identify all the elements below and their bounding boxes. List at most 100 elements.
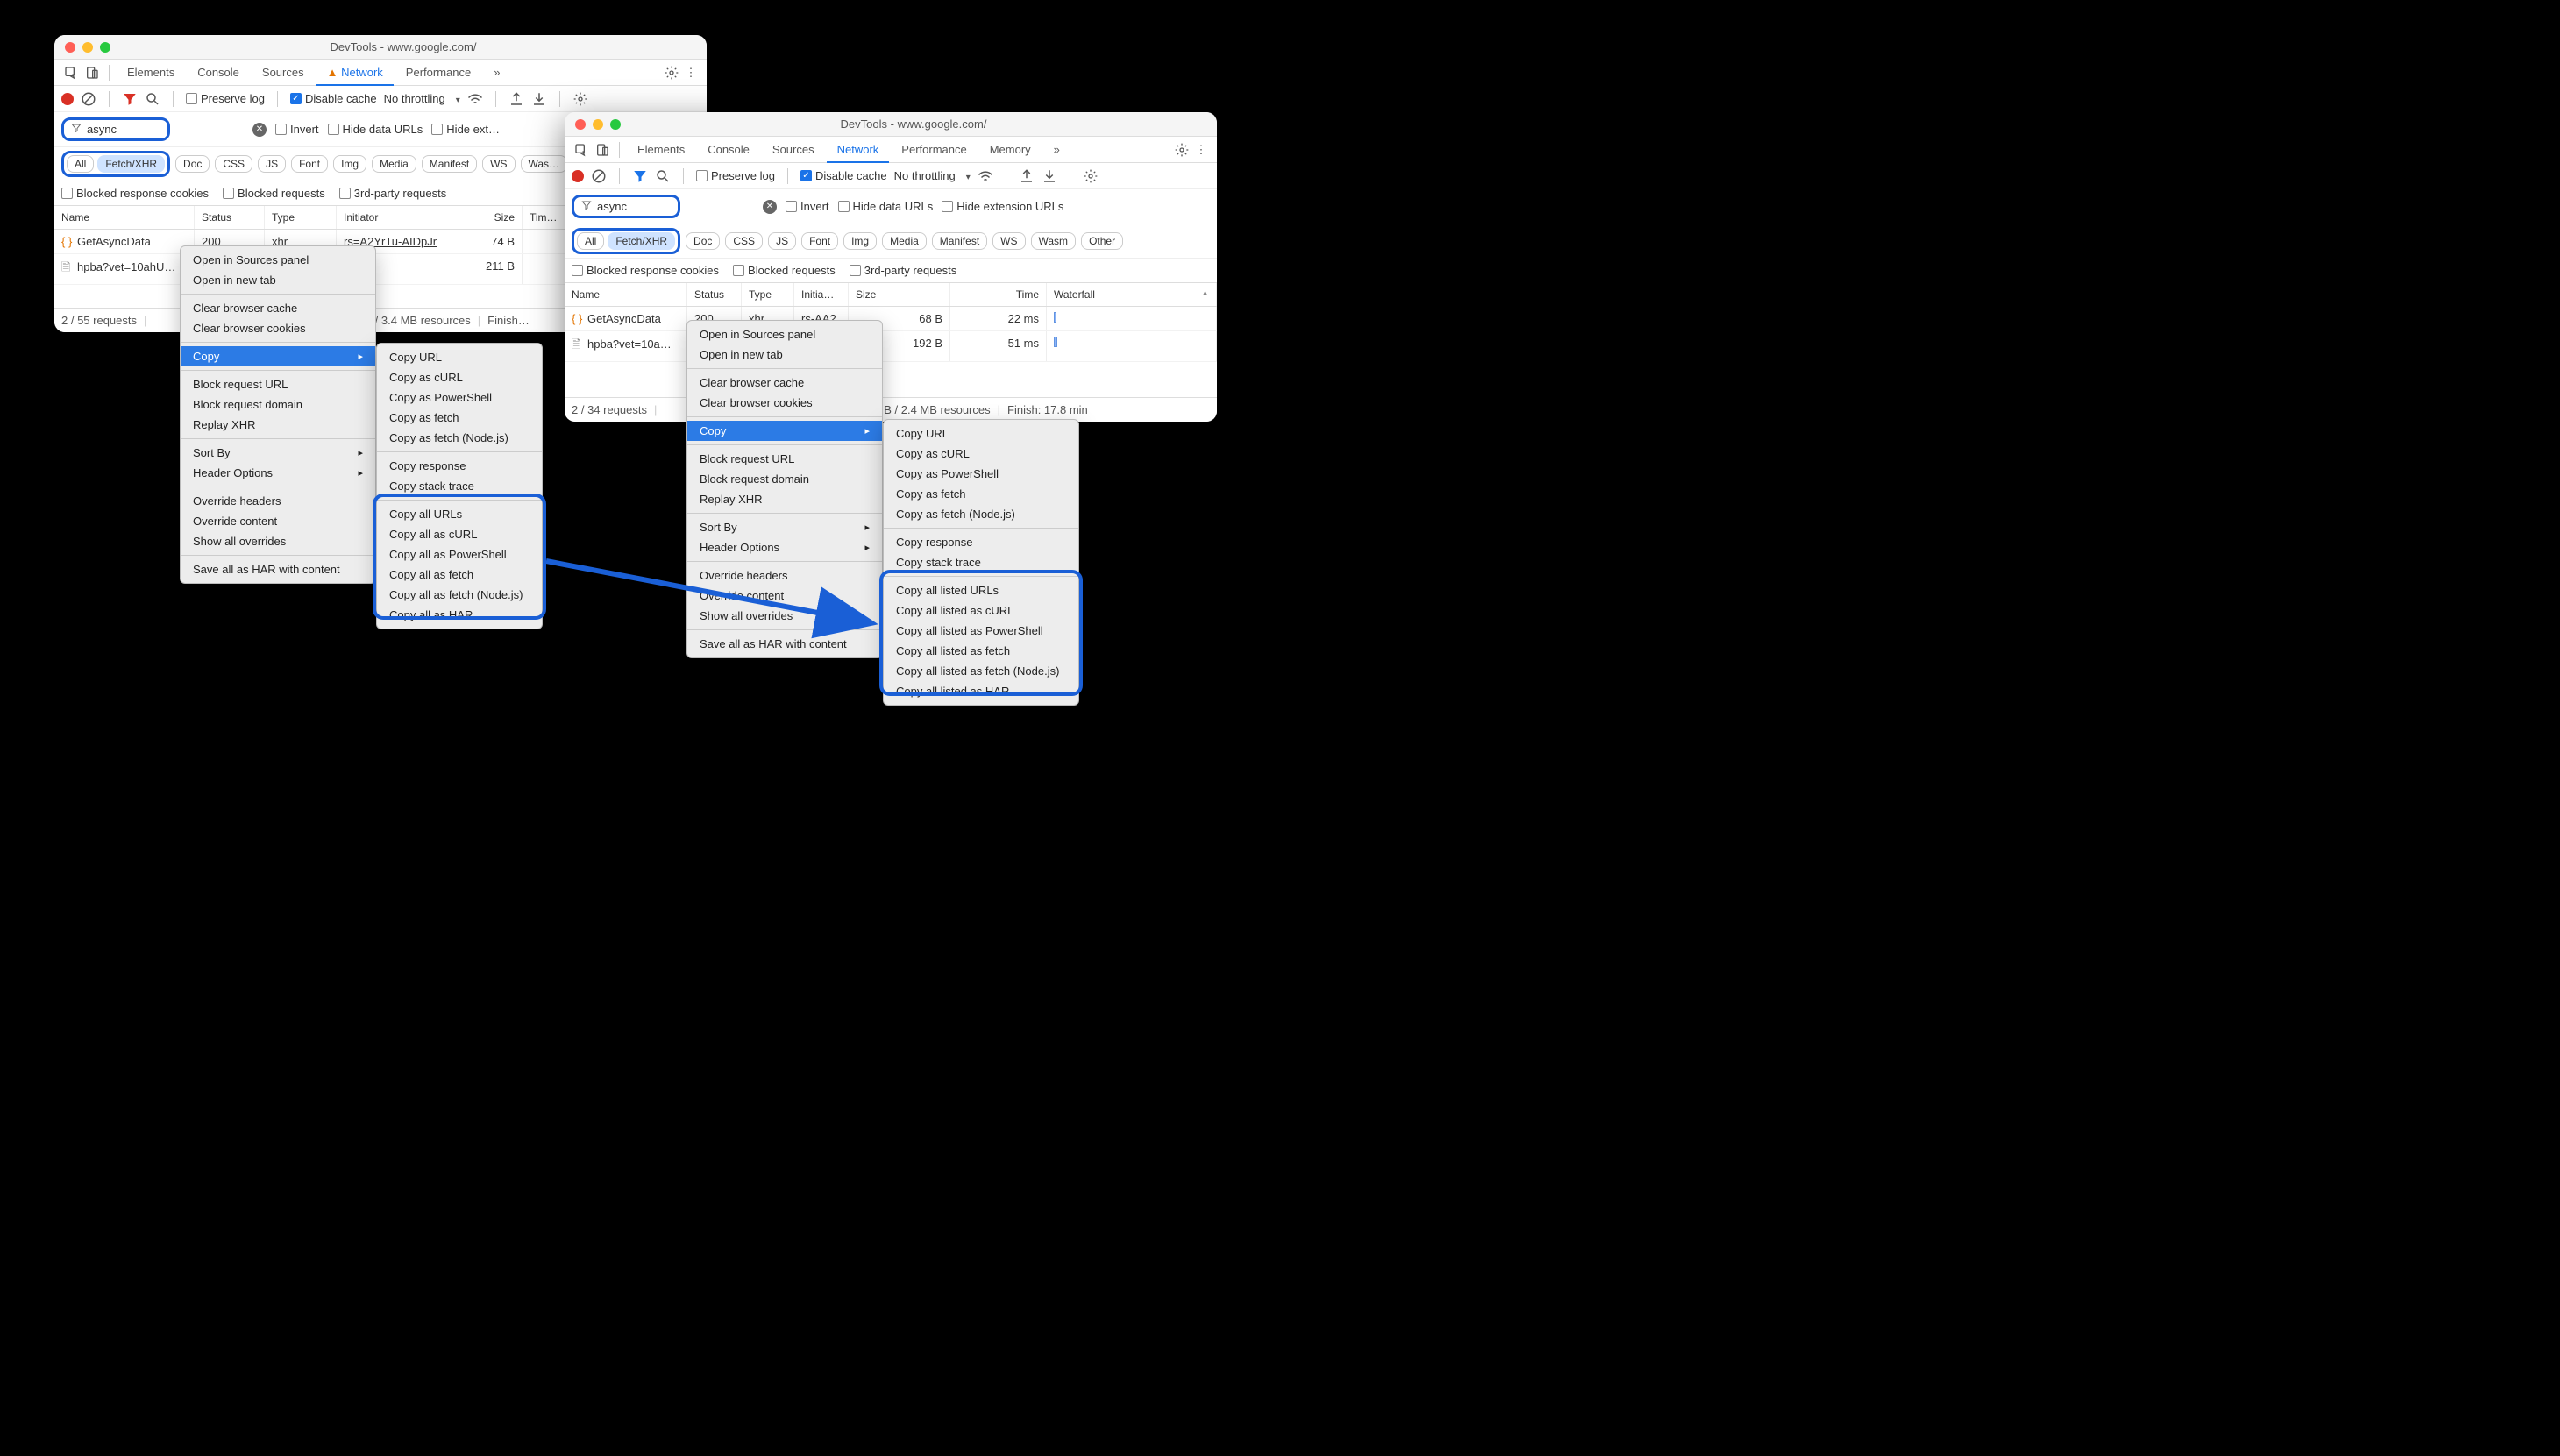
pill-manifest[interactable]: Manifest: [932, 232, 987, 250]
menu-item[interactable]: Block request domain: [181, 394, 375, 415]
device-icon[interactable]: [593, 140, 612, 160]
pill-all[interactable]: All: [67, 155, 94, 173]
menu-item[interactable]: Header Options▸: [181, 463, 375, 483]
menu-item[interactable]: Save all as HAR with content: [687, 634, 882, 654]
menu-item[interactable]: Override headers: [181, 491, 375, 511]
table-row[interactable]: { }GetAsyncData 200 xhr rs-AA2 68 B 22 m…: [565, 307, 1217, 331]
menu-item[interactable]: Override headers: [687, 565, 882, 586]
hide-data-urls-check[interactable]: Hide data URLs: [838, 200, 934, 213]
record-button[interactable]: [572, 170, 584, 182]
submenu-item[interactable]: Copy stack trace: [377, 476, 542, 496]
menu-item[interactable]: Clear browser cache: [181, 298, 375, 318]
pill-fetch-xhr[interactable]: Fetch/XHR: [608, 232, 675, 250]
filter-input[interactable]: async: [61, 117, 170, 141]
menu-item[interactable]: Clear browser cookies: [181, 318, 375, 338]
col-status[interactable]: Status: [195, 206, 265, 229]
pill-all[interactable]: All: [577, 232, 604, 250]
pill-css[interactable]: CSS: [215, 155, 252, 173]
submenu-item[interactable]: Copy URL: [377, 347, 542, 367]
disable-cache-check[interactable]: ✓Disable cache: [290, 92, 377, 105]
close-icon[interactable]: [65, 42, 75, 53]
disable-cache-check[interactable]: ✓Disable cache: [800, 169, 887, 182]
submenu-item[interactable]: Copy as fetch: [884, 484, 1078, 504]
pill-media[interactable]: Media: [882, 232, 927, 250]
menu-item[interactable]: Block request domain: [687, 469, 882, 489]
col-status[interactable]: Status: [687, 283, 742, 306]
menu-item[interactable]: Clear browser cookies: [687, 393, 882, 413]
col-initiator[interactable]: Initiator: [337, 206, 452, 229]
pill-doc[interactable]: Doc: [175, 155, 210, 173]
tab-console[interactable]: Console: [697, 138, 760, 161]
submenu-item[interactable]: Copy as fetch (Node.js): [884, 504, 1078, 524]
submenu-item[interactable]: Copy as PowerShell: [377, 387, 542, 408]
blocked-cookies-check[interactable]: Blocked response cookies: [61, 187, 209, 200]
menu-item[interactable]: Open in new tab: [181, 270, 375, 290]
menu-item[interactable]: Open in Sources panel: [687, 324, 882, 344]
menu-item[interactable]: Copy▸: [181, 346, 375, 366]
pill-other[interactable]: Other: [1081, 232, 1123, 250]
invert-check[interactable]: Invert: [275, 123, 319, 136]
tab-network[interactable]: Network: [827, 138, 890, 163]
menu-item[interactable]: Override content: [687, 586, 882, 606]
submenu-item[interactable]: Copy all as fetch: [377, 565, 542, 585]
pill-js[interactable]: JS: [258, 155, 286, 173]
col-name[interactable]: Name: [54, 206, 195, 229]
kebab-menu-icon[interactable]: ⋮: [1192, 143, 1210, 157]
menu-item[interactable]: Show all overrides: [687, 606, 882, 626]
throttling-select[interactable]: No throttling: [384, 92, 460, 105]
menu-item[interactable]: Replay XHR: [181, 415, 375, 435]
maximize-icon[interactable]: [610, 119, 621, 130]
submenu-item[interactable]: Copy as PowerShell: [884, 464, 1078, 484]
submenu-item[interactable]: Copy response: [377, 456, 542, 476]
clear-icon[interactable]: [591, 168, 607, 184]
network-settings-icon[interactable]: [572, 91, 588, 107]
pill-css[interactable]: CSS: [725, 232, 763, 250]
menu-item[interactable]: Sort By▸: [687, 517, 882, 537]
clear-icon[interactable]: [81, 91, 96, 107]
clear-filter-icon[interactable]: ✕: [763, 200, 777, 214]
settings-icon[interactable]: [1173, 143, 1191, 157]
maximize-icon[interactable]: [100, 42, 110, 53]
menu-item[interactable]: Sort By▸: [181, 443, 375, 463]
tab-console[interactable]: Console: [187, 60, 250, 84]
table-row[interactable]: 🗎hpba?vet=10a… 192 B 51 ms: [565, 331, 1217, 362]
menu-item[interactable]: Open in new tab: [687, 344, 882, 365]
record-button[interactable]: [61, 93, 74, 105]
tab-overflow[interactable]: »: [1043, 138, 1070, 161]
throttling-select[interactable]: No throttling: [894, 169, 971, 182]
submenu-item[interactable]: Copy all listed as HAR: [884, 681, 1078, 701]
third-party-check[interactable]: 3rd-party requests: [339, 187, 447, 200]
tab-network[interactable]: ▲ Network: [316, 60, 394, 86]
tab-elements[interactable]: Elements: [627, 138, 695, 161]
close-icon[interactable]: [575, 119, 586, 130]
col-type[interactable]: Type: [742, 283, 794, 306]
inspect-icon[interactable]: [572, 140, 591, 160]
submenu-item[interactable]: Copy as cURL: [884, 444, 1078, 464]
submenu-item[interactable]: Copy stack trace: [884, 552, 1078, 572]
submenu-item[interactable]: Copy all listed as fetch: [884, 641, 1078, 661]
inspect-icon[interactable]: [61, 63, 81, 82]
menu-item[interactable]: Block request URL: [181, 374, 375, 394]
pill-fetch-xhr[interactable]: Fetch/XHR: [97, 155, 165, 173]
filter-funnel-icon[interactable]: [122, 91, 138, 107]
upload-icon[interactable]: [508, 91, 524, 107]
menu-item[interactable]: Override content: [181, 511, 375, 531]
pill-manifest[interactable]: Manifest: [422, 155, 477, 173]
col-type[interactable]: Type: [265, 206, 337, 229]
kebab-menu-icon[interactable]: ⋮: [682, 66, 700, 80]
hide-ext-urls-check[interactable]: Hide ext…: [431, 123, 500, 136]
submenu-item[interactable]: Copy all as cURL: [377, 524, 542, 544]
menu-item[interactable]: Block request URL: [687, 449, 882, 469]
minimize-icon[interactable]: [593, 119, 603, 130]
menu-item[interactable]: Header Options▸: [687, 537, 882, 558]
upload-icon[interactable]: [1019, 168, 1035, 184]
col-name[interactable]: Name: [565, 283, 687, 306]
blocked-requests-check[interactable]: Blocked requests: [223, 187, 325, 200]
submenu-item[interactable]: Copy all listed as PowerShell: [884, 621, 1078, 641]
submenu-item[interactable]: Copy all listed as cURL: [884, 600, 1078, 621]
submenu-item[interactable]: Copy all listed as fetch (Node.js): [884, 661, 1078, 681]
clear-filter-icon[interactable]: ✕: [252, 123, 267, 137]
wifi-icon[interactable]: [978, 168, 993, 184]
tab-performance[interactable]: Performance: [395, 60, 481, 84]
third-party-check[interactable]: 3rd-party requests: [850, 264, 957, 277]
